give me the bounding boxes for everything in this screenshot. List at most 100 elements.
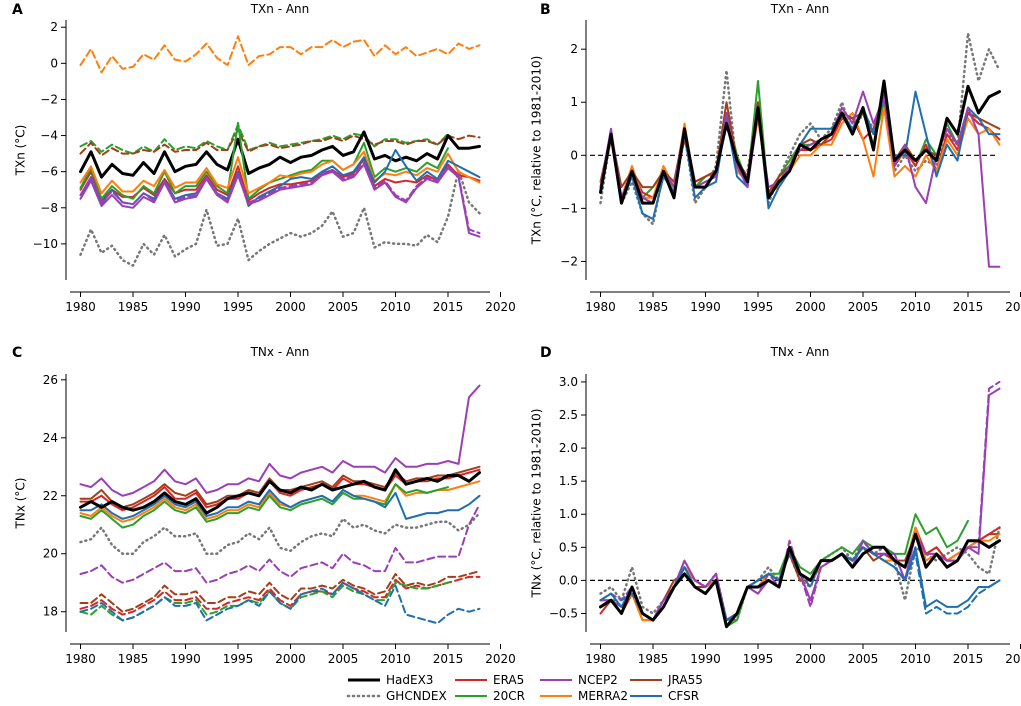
y-tick-label: 2 bbox=[570, 42, 578, 56]
x-tick-label: 1980 bbox=[65, 300, 96, 314]
series-ghcndex bbox=[79, 168, 481, 267]
panel-title: TNx - Ann bbox=[250, 345, 310, 359]
series-era5 bbox=[79, 158, 481, 202]
x-tick-label: 1990 bbox=[170, 652, 201, 666]
x-tick-label: 2010 bbox=[380, 300, 411, 314]
series-ncep2 bbox=[79, 384, 481, 497]
x-tick-label: 2020 bbox=[485, 652, 516, 666]
x-tick-label: 1990 bbox=[170, 300, 201, 314]
series-ncep2-dashed- bbox=[599, 380, 1001, 622]
panel-title: TNx - Ann bbox=[770, 345, 830, 359]
series-merra2 bbox=[79, 150, 481, 195]
y-tick-label: 2.0 bbox=[559, 441, 578, 455]
panel-B: B TXn - Ann TXn (°C, relative to 1981-2010… bbox=[529, 2, 1021, 314]
series-hadex3 bbox=[599, 79, 1001, 205]
series-hadex3 bbox=[599, 532, 1001, 629]
series-ghcndex bbox=[79, 511, 481, 555]
series-ncep2-dashed- bbox=[79, 503, 481, 584]
legend-label-merra2: MERRA2 bbox=[578, 689, 628, 703]
legend-label-ghcndex: GHCNDEX bbox=[386, 689, 447, 703]
y-tick-label: 2 bbox=[50, 20, 58, 34]
x-tick-label: 2010 bbox=[380, 652, 411, 666]
panel-letter: C bbox=[12, 345, 22, 361]
legend-label-cfsr: CFSR bbox=[668, 689, 699, 703]
x-tick-label: 1985 bbox=[638, 652, 669, 666]
y-tick-label: −8 bbox=[40, 201, 58, 215]
series-jra55-dashed- bbox=[79, 570, 481, 613]
y-tick-label: −1 bbox=[560, 201, 578, 215]
x-tick-label: 1995 bbox=[223, 300, 254, 314]
x-tick-label: 1980 bbox=[585, 652, 616, 666]
y-tick-label: 2.5 bbox=[559, 408, 578, 422]
series-merra2 bbox=[79, 480, 481, 523]
x-tick-label: 2000 bbox=[275, 652, 306, 666]
x-tick-label: 2020 bbox=[1005, 300, 1021, 314]
x-tick-label: 2015 bbox=[433, 652, 464, 666]
y-tick-label: 20 bbox=[43, 547, 58, 561]
x-tick-label: 1995 bbox=[743, 652, 774, 666]
x-tick-label: 2020 bbox=[485, 300, 516, 314]
series-cfsr bbox=[79, 149, 481, 207]
series-20cr-dashed- bbox=[79, 123, 449, 155]
panel-D: D TNx - Ann TNx (°C, relative to 1981-2010… bbox=[529, 345, 1021, 666]
x-tick-label: 2010 bbox=[900, 652, 931, 666]
y-tick-label: −0.5 bbox=[549, 606, 578, 620]
series-hadex3 bbox=[79, 468, 481, 515]
y-tick-label: 0 bbox=[570, 148, 578, 162]
panel-letter: B bbox=[540, 2, 551, 18]
x-tick-label: 2010 bbox=[900, 300, 931, 314]
y-tick-label: 1.5 bbox=[559, 474, 578, 488]
x-tick-label: 1985 bbox=[118, 300, 149, 314]
y-tick-label: 3.0 bbox=[559, 375, 578, 389]
x-tick-label: 2005 bbox=[328, 300, 359, 314]
y-tick-label: −2 bbox=[40, 92, 58, 106]
panel-letter: A bbox=[12, 2, 23, 18]
y-axis-label: TNx (°C) bbox=[13, 478, 27, 530]
legend-label-hadex3: HadEX3 bbox=[386, 673, 433, 687]
x-tick-label: 2015 bbox=[953, 652, 984, 666]
x-tick-label: 1990 bbox=[690, 652, 721, 666]
y-tick-label: 24 bbox=[43, 431, 58, 445]
y-tick-label: 22 bbox=[43, 489, 58, 503]
x-tick-label: 2020 bbox=[1005, 652, 1021, 666]
y-tick-label: 1 bbox=[570, 95, 578, 109]
legend: HadEX3 GHCNDEX ERA5 20CR NCEP2 MERRA2 JRA55 CFS… bbox=[346, 673, 703, 703]
series-ncep2-dashed- bbox=[79, 161, 481, 235]
x-tick-label: 1985 bbox=[638, 300, 669, 314]
y-tick-label: 1.0 bbox=[559, 507, 578, 521]
y-tick-label: 0.0 bbox=[559, 573, 578, 587]
x-tick-label: 1990 bbox=[690, 300, 721, 314]
series-hadex3 bbox=[79, 130, 481, 179]
y-axis-label: TXn (°C, relative to 1981-2010) bbox=[529, 56, 543, 246]
panel-C: C TNx - Ann TNx (°C) 1980 1985 1990 1995 2000 20… bbox=[12, 345, 516, 666]
x-tick-label: 2005 bbox=[328, 652, 359, 666]
x-tick-label: 1980 bbox=[65, 652, 96, 666]
y-axis-label: TXn (°C) bbox=[13, 125, 27, 177]
series-ghcndex bbox=[599, 32, 1001, 226]
y-tick-label: −10 bbox=[33, 237, 58, 251]
legend-label-jra55: JRA55 bbox=[667, 673, 703, 687]
y-tick-label: 18 bbox=[43, 605, 58, 619]
panel-title: TXn - Ann bbox=[770, 2, 830, 16]
x-tick-label: 2000 bbox=[795, 652, 826, 666]
x-tick-label: 1995 bbox=[223, 652, 254, 666]
y-tick-label: 0.5 bbox=[559, 540, 578, 554]
legend-label-20cr: 20CR bbox=[493, 689, 525, 703]
x-tick-label: 2000 bbox=[795, 300, 826, 314]
y-tick-label: 0 bbox=[50, 56, 58, 70]
y-tick-label: −2 bbox=[560, 254, 578, 268]
legend-label-era5: ERA5 bbox=[493, 673, 524, 687]
panel-letter: D bbox=[540, 345, 552, 361]
series-ncep2 bbox=[79, 163, 481, 238]
x-tick-label: 2005 bbox=[848, 300, 879, 314]
x-tick-label: 2000 bbox=[275, 300, 306, 314]
x-tick-label: 1985 bbox=[118, 652, 149, 666]
x-tick-label: 1995 bbox=[743, 300, 774, 314]
series-cfsr bbox=[79, 489, 481, 520]
y-axis-label: TNx (°C, relative to 1981-2010) bbox=[529, 409, 543, 599]
legend-label-ncep2: NCEP2 bbox=[578, 673, 618, 687]
x-tick-label: 2005 bbox=[848, 652, 879, 666]
x-tick-label: 2015 bbox=[433, 300, 464, 314]
